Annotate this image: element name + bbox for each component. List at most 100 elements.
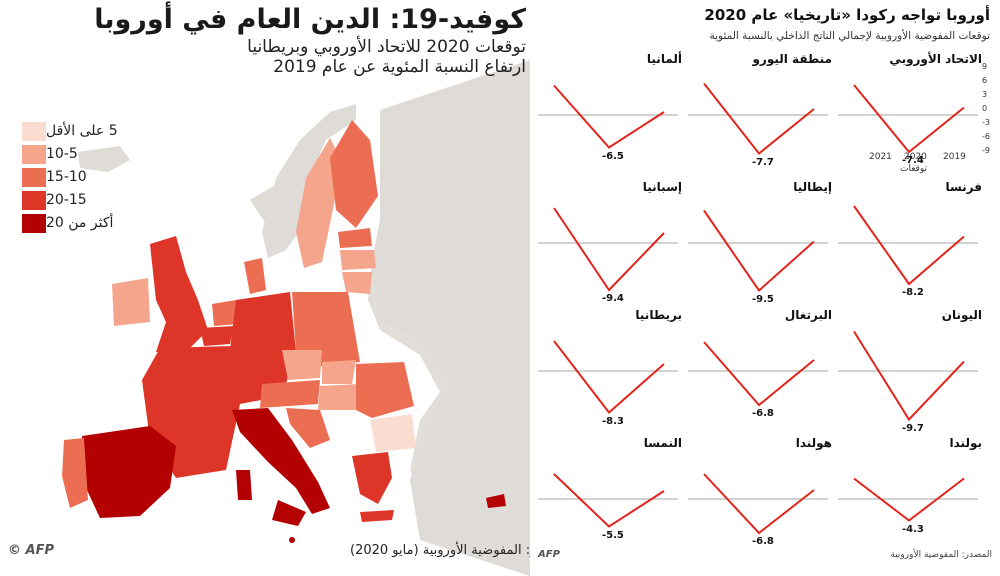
panel-subtitle: توقعات المفوضية الأوروبية لإجمالي الناتج… [709, 30, 991, 42]
gdp-series-line [853, 477, 965, 522]
gdp-chart-cell: فرنسا -8.2 [838, 180, 988, 308]
gdp-chart-cell: إيطاليا -9.5 [688, 180, 838, 308]
gdp-chart-cell: إسبانيا -9.4 [538, 180, 688, 308]
afp-logo: AFP [538, 549, 560, 560]
region-poland [292, 292, 360, 368]
region-czechia [282, 350, 322, 380]
region-finland [330, 120, 378, 228]
panel-source: المصدر: المفوضية الأوروبية [890, 550, 992, 560]
series-name-label: هولندا [795, 436, 832, 450]
map-title-block: كوفيد-19: الدين العام في أوروبا توقعات 2… [94, 4, 526, 77]
region-estonia [338, 228, 372, 248]
gdp-line-chart [688, 341, 828, 407]
map-panel: كوفيد-19: الدين العام في أوروبا توقعات 2… [0, 0, 530, 576]
page-title: كوفيد-19: الدين العام في أوروبا [94, 4, 526, 35]
gdp-line-chart [538, 84, 678, 149]
region-denmark [244, 258, 266, 294]
y-tick-label: 3 [982, 90, 988, 99]
x-tick-2020: 2020 [904, 152, 927, 162]
data-label-2020: -7.7 [752, 156, 774, 168]
region-uk [150, 236, 208, 352]
data-label-2020: -9.7 [902, 422, 924, 434]
data-label-2020: -4.3 [902, 523, 924, 535]
map-legend: 5 على الأقل 10-5 15-10 20-15 أكثر من 20 [18, 120, 118, 235]
series-name-label: ألمانيا [646, 52, 682, 66]
legend-swatch [22, 213, 46, 233]
region-cyprus [486, 494, 506, 508]
europe-debt-map [0, 0, 530, 576]
gdp-chart-cell: اليونان -9.7 [838, 308, 988, 436]
region-belgium [200, 326, 234, 346]
gdp-chart-cell: بريطانيا -8.3 [538, 308, 688, 436]
gdp-series-line [853, 205, 965, 286]
region-ireland [112, 278, 150, 326]
series-name-label: النمسا [643, 436, 682, 450]
gdp-line-chart [838, 84, 978, 154]
series-name-label: اليونان [941, 308, 982, 322]
y-tick-label: 0 [982, 104, 988, 113]
gdp-chart-cell: النمسا -5.5 [538, 436, 688, 564]
map-subtitle: توقعات 2020 للاتحاد الأوروبي وبريطانيا [247, 37, 526, 57]
series-name-label: بولندا [949, 436, 982, 450]
data-label-2020: -8.2 [902, 287, 924, 298]
y-tick-label: 6 [982, 76, 988, 85]
gdp-series-line [703, 209, 815, 293]
region-portugal [62, 438, 88, 508]
region-bulgaria [370, 414, 416, 452]
y-tick-label: -6 [982, 132, 990, 141]
data-label-2020: -8.3 [602, 415, 624, 427]
legend-item: 15-10 [18, 166, 118, 188]
region-lithuania [342, 272, 372, 294]
series-name-label: فرنسا [945, 180, 982, 194]
panel-title: أوروبا تواجه ركودا «تاريخيا» عام 2020 [704, 6, 990, 24]
series-name-label: منطقة اليورو [752, 52, 832, 66]
gdp-line-chart [538, 340, 678, 414]
series-name-label: البرتغال [784, 308, 832, 322]
copyright-mark: © AFP [8, 543, 54, 558]
gdp-series-line [853, 330, 965, 422]
data-label-2020: -7.4 [902, 155, 924, 166]
gdp-panel: أوروبا تواجه ركودا «تاريخيا» عام 2020 تو… [530, 0, 1000, 576]
data-label-2020: -9.4 [602, 293, 624, 304]
region-greece [352, 452, 392, 504]
source-note: المصدر: المفوضية الأوروبية (مايو 2020) [350, 543, 530, 558]
region-spain [82, 426, 176, 518]
gdp-line-chart [688, 473, 828, 535]
gdp-series-line [553, 84, 665, 149]
gdp-series-line [853, 84, 965, 154]
gdp-chart-cell: الاتحاد الأوروبي -7.4 [838, 52, 988, 180]
non-eu-land [372, 60, 530, 576]
gdp-line-chart [538, 473, 678, 528]
series-name-label: إسبانيا [642, 180, 682, 194]
gdp-chart-cell: بولندا -4.3 [838, 436, 988, 564]
region-slovakia [322, 360, 356, 384]
region-austria [260, 380, 320, 408]
norway-shape [262, 104, 356, 258]
legend-swatch [22, 167, 46, 187]
legend-swatch [22, 144, 46, 164]
y-tick-label: -3 [982, 118, 990, 127]
gdp-chart-cell: هولندا -6.8 [688, 436, 838, 564]
legend-label: 20-15 [46, 192, 87, 208]
legend-label: 15-10 [46, 169, 87, 185]
gdp-series-line [553, 207, 665, 292]
data-label-2020: -5.5 [602, 529, 624, 541]
series-name-label: بريطانيا [635, 308, 682, 322]
gdp-line-chart [838, 477, 978, 522]
series-name-label: إيطاليا [793, 180, 832, 194]
iceland-land [78, 146, 130, 172]
gdp-series-line [703, 341, 815, 407]
legend-swatch [22, 190, 46, 210]
gdp-line-chart [688, 209, 828, 293]
legend-swatch [22, 121, 46, 141]
gdp-chart-cell: منطقة اليورو -7.7 [688, 52, 838, 180]
region-crete [360, 510, 394, 522]
series-name-label: الاتحاد الأوروبي [889, 52, 982, 66]
legend-item: 10-5 [18, 143, 118, 165]
region-italy [232, 408, 330, 514]
legend-item: 5 على الأقل [18, 120, 118, 142]
gdp-series-line [553, 340, 665, 414]
region-germany [230, 292, 296, 404]
gdp-series-line [553, 473, 665, 528]
forecast-label: توقعات [900, 164, 928, 174]
